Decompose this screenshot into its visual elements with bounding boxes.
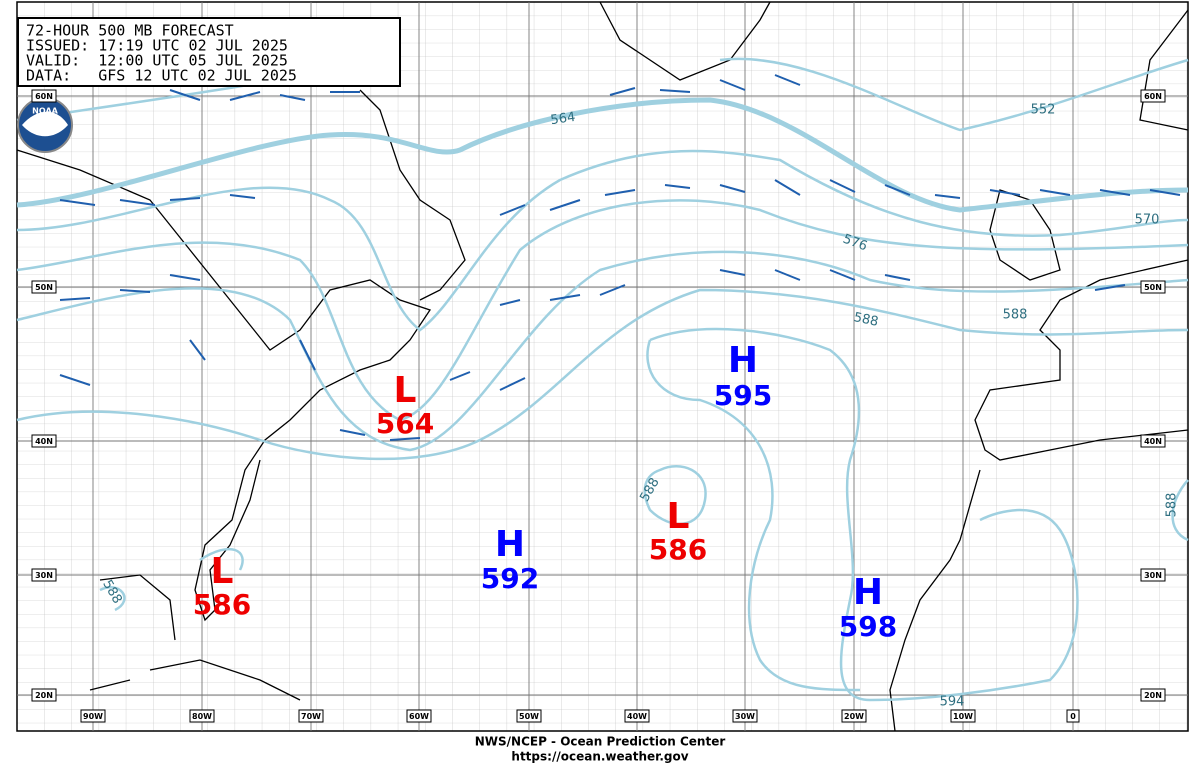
header-line: VALID: 12:00 UTC 05 JUL 2025 — [26, 52, 288, 70]
map-frame — [16, 1, 1189, 732]
header-line: DATA: GFS 12 UTC 02 JUL 2025 — [26, 67, 297, 85]
longitude-label: 70W — [301, 712, 321, 721]
center-value: 598 — [839, 610, 897, 643]
longitude-label-box — [841, 709, 867, 723]
contour-label: 588 — [1003, 308, 1028, 323]
latitude-label: 20N — [35, 691, 53, 700]
center-type: L — [394, 370, 417, 411]
longitude-label-box — [406, 709, 432, 723]
center-type: H — [728, 340, 758, 381]
center-type: L — [667, 496, 690, 537]
latitude-label-box — [31, 688, 57, 702]
longitude-label-box — [189, 709, 215, 723]
latitude-label: 20N — [1144, 691, 1162, 700]
latitude-label: 40N — [35, 437, 53, 446]
longitude-label-box — [1066, 709, 1080, 723]
center-value: 564 — [376, 407, 434, 440]
longitude-label: 50W — [519, 712, 539, 721]
contour-label: 570 — [1135, 213, 1160, 228]
longitude-label-box — [732, 709, 758, 723]
latitude-label: 40N — [1144, 437, 1162, 446]
longitude-label-box — [950, 709, 976, 723]
center-type: H — [853, 572, 883, 613]
latitude-label: 60N — [35, 92, 53, 101]
center-type: L — [211, 551, 234, 592]
contour-label: 594 — [940, 695, 965, 710]
contour-label: 552 — [1031, 103, 1056, 118]
longitude-label: 80W — [192, 712, 212, 721]
latitude-label: 30N — [35, 571, 53, 580]
logo-text: NOAA — [32, 107, 58, 116]
longitude-label: 40W — [627, 712, 647, 721]
contour-label: 588 — [1165, 493, 1180, 518]
logo-gull — [22, 111, 68, 137]
noaa-logo: NOAA — [17, 97, 73, 153]
longitude-label: 10W — [953, 712, 973, 721]
latitude-label: 50N — [35, 283, 53, 292]
latitude-label-box — [1140, 280, 1166, 294]
footer-agency: NWS/NCEP - Ocean Prediction Center — [475, 735, 726, 749]
longitude-label: 60W — [409, 712, 429, 721]
header-box: 72-HOUR 500 MB FORECAST ISSUED: 17:19 UT… — [17, 17, 401, 87]
longitude-label-box — [298, 709, 324, 723]
center-value: 586 — [193, 588, 251, 621]
center-value: 586 — [649, 533, 707, 566]
wind-barbs — [59, 74, 1181, 441]
latitude-label-box — [31, 434, 57, 448]
latitude-label-box — [1140, 434, 1166, 448]
latitude-label-box — [1140, 568, 1166, 582]
latitude-label: 60N — [1144, 92, 1162, 101]
footer-url: https://ocean.weather.gov — [511, 750, 688, 764]
longitude-label: 90W — [83, 712, 103, 721]
latitude-label-box — [31, 280, 57, 294]
longitude-label: 20W — [844, 712, 864, 721]
longitude-label: 30W — [735, 712, 755, 721]
latitude-label-box — [31, 89, 57, 103]
center-value: 592 — [481, 562, 539, 595]
latitude-label: 30N — [1144, 571, 1162, 580]
height-contours — [16, 57, 1189, 702]
longitude-label: 0 — [1070, 712, 1076, 721]
grid-labels: 60N 60N 50N 50N 40N 40N 30N 30N 20N 20N 90W 80W 70W 6… — [31, 89, 1166, 723]
pressure-centers: L 564 L 586 H 592 L 586 H 595 H 598 — [193, 340, 897, 643]
longitude-label-box — [624, 709, 650, 723]
graticule — [17, 2, 1188, 731]
latitude-label-box — [1140, 688, 1166, 702]
header-line: ISSUED: 17:19 UTC 02 JUL 2025 — [26, 37, 288, 55]
longitude-label-box — [516, 709, 542, 723]
center-value: 595 — [714, 379, 772, 412]
longitude-label-box — [80, 709, 106, 723]
header-frame — [17, 17, 401, 87]
latitude-label: 50N — [1144, 283, 1162, 292]
center-type: H — [495, 524, 525, 565]
contour-label: 564 — [550, 110, 577, 128]
latitude-label-box — [1140, 89, 1166, 103]
header-line: 72-HOUR 500 MB FORECAST — [26, 22, 234, 40]
contour-label: 588 — [852, 310, 879, 330]
latitude-label-box — [31, 568, 57, 582]
